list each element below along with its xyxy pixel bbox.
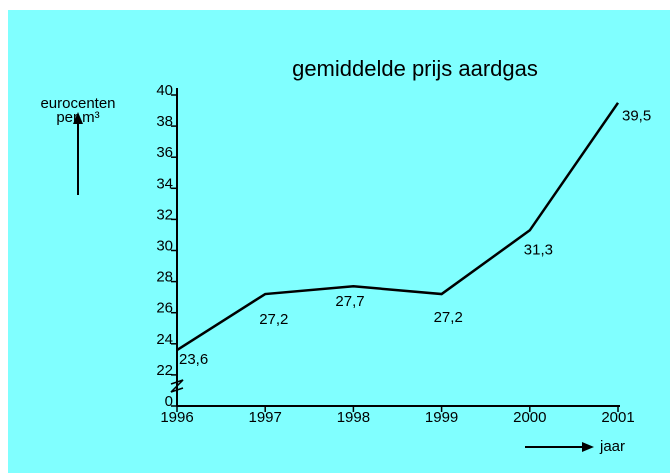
x-tick-label: 2000 (513, 409, 546, 426)
data-label: 31,3 (524, 241, 553, 258)
data-label: 39,5 (622, 108, 651, 125)
data-label: 23,6 (179, 351, 208, 368)
x-axis-label: jaar (599, 438, 625, 455)
y-tick-label: 22 (156, 362, 173, 379)
data-label: 27,7 (335, 293, 364, 310)
y-tick-label: 28 (156, 269, 173, 286)
data-label: 27,2 (259, 311, 288, 328)
x-tick-label: 1998 (337, 409, 370, 426)
y-tick-label: 38 (156, 113, 173, 130)
x-tick-label: 1999 (425, 409, 458, 426)
y-tick-label: 40 (156, 82, 173, 99)
y-tick-label: 24 (156, 331, 173, 348)
chart-title: gemiddelde prijs aardgas (292, 56, 538, 81)
background (8, 10, 670, 473)
y-tick-label: 36 (156, 144, 173, 161)
y-tick-label: 30 (156, 237, 173, 254)
y-tick-label: 32 (156, 206, 173, 223)
x-tick-label: 1997 (249, 409, 282, 426)
axis-break (170, 379, 184, 393)
data-label: 27,2 (434, 309, 463, 326)
x-arrow-head (582, 442, 594, 452)
x-tick-label: 2001 (601, 409, 634, 426)
y-tick-label: 34 (156, 175, 173, 192)
line (176, 102, 620, 352)
y-tick-label: 0 (165, 393, 173, 410)
x-tick-label: 1996 (160, 409, 193, 426)
y-axis-label: eurocenten (40, 95, 115, 112)
y-tick-label: 26 (156, 300, 173, 317)
y-arrow-head (73, 112, 83, 124)
